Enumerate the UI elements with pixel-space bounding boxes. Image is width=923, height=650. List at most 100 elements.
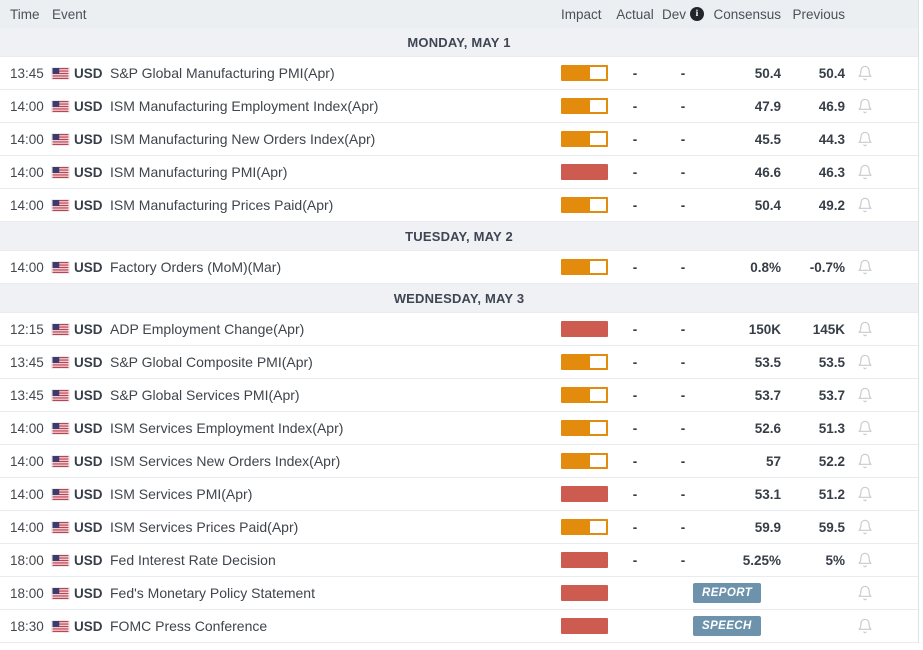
us-flag-icon [52,261,69,273]
table-row[interactable]: 14:00 USD ISM Services Employment Index(Ap… [0,412,918,445]
event-time: 18:00 [10,552,44,568]
previous-value: 51.3 [818,420,845,436]
bell-icon[interactable] [857,259,873,275]
event-name[interactable]: Fed Interest Rate Decision [110,552,276,568]
table-row[interactable]: 14:00 USD ISM Manufacturing PMI(Apr) - - 46.6… [0,156,918,189]
bell-icon[interactable] [857,486,873,502]
deviation-value: - [680,420,686,436]
currency-label: USD [74,131,103,147]
event-time: 14:00 [10,453,44,469]
bell-icon[interactable] [857,387,873,403]
event-type-badge[interactable]: REPORT [693,583,762,603]
previous-value: 44.3 [818,131,845,147]
consensus-value: 5.25% [742,552,781,568]
bell-icon[interactable] [857,618,873,634]
table-row[interactable]: 13:45 USD S&P Global Manufacturing PMI(Apr… [0,57,918,90]
us-flag-icon [52,356,69,368]
event-name[interactable]: ISM Services PMI(Apr) [110,486,253,502]
bell-icon[interactable] [857,65,873,81]
bell-icon[interactable] [857,321,873,337]
col-header-previous: Previous [792,6,845,22]
bell-icon[interactable] [857,519,873,535]
currency-label: USD [74,65,103,81]
bell-icon[interactable] [857,585,873,601]
bell-icon[interactable] [857,131,873,147]
currency-label: USD [74,552,103,568]
currency-cell: USD [48,520,106,535]
event-name[interactable]: ISM Services New Orders Index(Apr) [110,453,341,469]
bell-cell [851,164,918,180]
badge-cell: REPORT [613,583,851,603]
currency-label: USD [74,98,103,114]
bell-icon[interactable] [857,420,873,436]
bell-icon[interactable] [857,552,873,568]
impact-cell [561,387,613,403]
event-name[interactable]: ISM Manufacturing Employment Index(Apr) [110,98,379,114]
deviation-value: - [680,552,686,568]
table-row[interactable]: 13:45 USD S&P Global Services PMI(Apr) - - 53… [0,379,918,412]
us-flag-icon [52,166,69,178]
event-name[interactable]: S&P Global Composite PMI(Apr) [110,354,313,370]
event-name[interactable]: FOMC Press Conference [110,618,268,634]
table-row[interactable]: 18:30 USD FOMC Press Conference SPEECH [0,610,918,643]
impact-bar-high [561,164,608,180]
table-row[interactable]: 14:00 USD ISM Services New Orders Index(Ap… [0,445,918,478]
impact-cell [561,519,613,535]
deviation-value: - [680,259,686,275]
event-name[interactable]: S&P Global Services PMI(Apr) [110,387,300,403]
deviation-value: - [680,519,686,535]
event-name[interactable]: ISM Services Employment Index(Apr) [110,420,344,436]
table-row[interactable]: 14:00 USD ISM Manufacturing Prices Paid(Ap… [0,189,918,222]
bell-icon[interactable] [857,98,873,114]
consensus-value: 45.5 [754,131,781,147]
previous-value: 145K [812,321,845,337]
table-row[interactable]: 14:00 USD ISM Manufacturing Employment Ind… [0,90,918,123]
table-row[interactable]: 14:00 USD Factory Orders (MoM)(Mar) - - 0.8% -… [0,251,918,284]
table-row[interactable]: 14:00 USD ISM Services PMI(Apr) - - 53.1 51.2 [0,478,918,511]
event-time: 14:00 [10,420,44,436]
event-time: 14:00 [10,519,44,535]
event-name[interactable]: Factory Orders (MoM)(Mar) [110,259,282,275]
col-header-event: Event [52,6,87,22]
event-name[interactable]: ISM Services Prices Paid(Apr) [110,519,299,535]
event-name[interactable]: ISM Manufacturing PMI(Apr) [110,164,288,180]
table-row[interactable]: 14:00 USD ISM Services Prices Paid(Apr) - - 5… [0,511,918,544]
event-name[interactable]: Fed's Monetary Policy Statement [110,585,315,601]
deviation-value: - [680,387,686,403]
event-name[interactable]: S&P Global Manufacturing PMI(Apr) [110,65,335,81]
table-row[interactable]: 12:15 USD ADP Employment Change(Apr) - - 150K… [0,313,918,346]
impact-bar-medium [561,98,608,114]
currency-cell: USD [48,198,106,213]
previous-value: 51.2 [818,486,845,502]
table-row[interactable]: 18:00 USD Fed's Monetary Policy Statement R… [0,577,918,610]
currency-label: USD [74,486,103,502]
previous-value: 50.4 [818,65,845,81]
impact-bar-medium [561,354,608,370]
event-name[interactable]: ISM Manufacturing Prices Paid(Apr) [110,197,334,213]
table-row[interactable]: 18:00 USD Fed Interest Rate Decision - - 5.25… [0,544,918,577]
currency-label: USD [74,618,103,634]
deviation-value: - [680,131,686,147]
info-icon[interactable]: i [690,7,704,21]
event-time: 13:45 [10,65,44,81]
event-name[interactable]: ADP Employment Change(Apr) [110,321,305,337]
bell-icon[interactable] [857,453,873,469]
bell-icon[interactable] [857,197,873,213]
consensus-value: 53.5 [754,354,781,370]
bell-cell [851,65,918,81]
event-type-badge[interactable]: SPEECH [693,616,761,636]
us-flag-icon [52,554,69,566]
us-flag-icon [52,422,69,434]
impact-bar-medium [561,197,608,213]
currency-label: USD [74,259,103,275]
day-separator: TUESDAY, MAY 2 [0,222,918,251]
event-name[interactable]: ISM Manufacturing New Orders Index(Apr) [110,131,376,147]
impact-cell [561,618,613,634]
table-row[interactable]: 14:00 USD ISM Manufacturing New Orders Ind… [0,123,918,156]
actual-value: - [632,519,638,535]
bell-icon[interactable] [857,354,873,370]
bell-icon[interactable] [857,164,873,180]
consensus-value: 52.6 [754,420,781,436]
table-row[interactable]: 13:45 USD S&P Global Composite PMI(Apr) - - 5… [0,346,918,379]
